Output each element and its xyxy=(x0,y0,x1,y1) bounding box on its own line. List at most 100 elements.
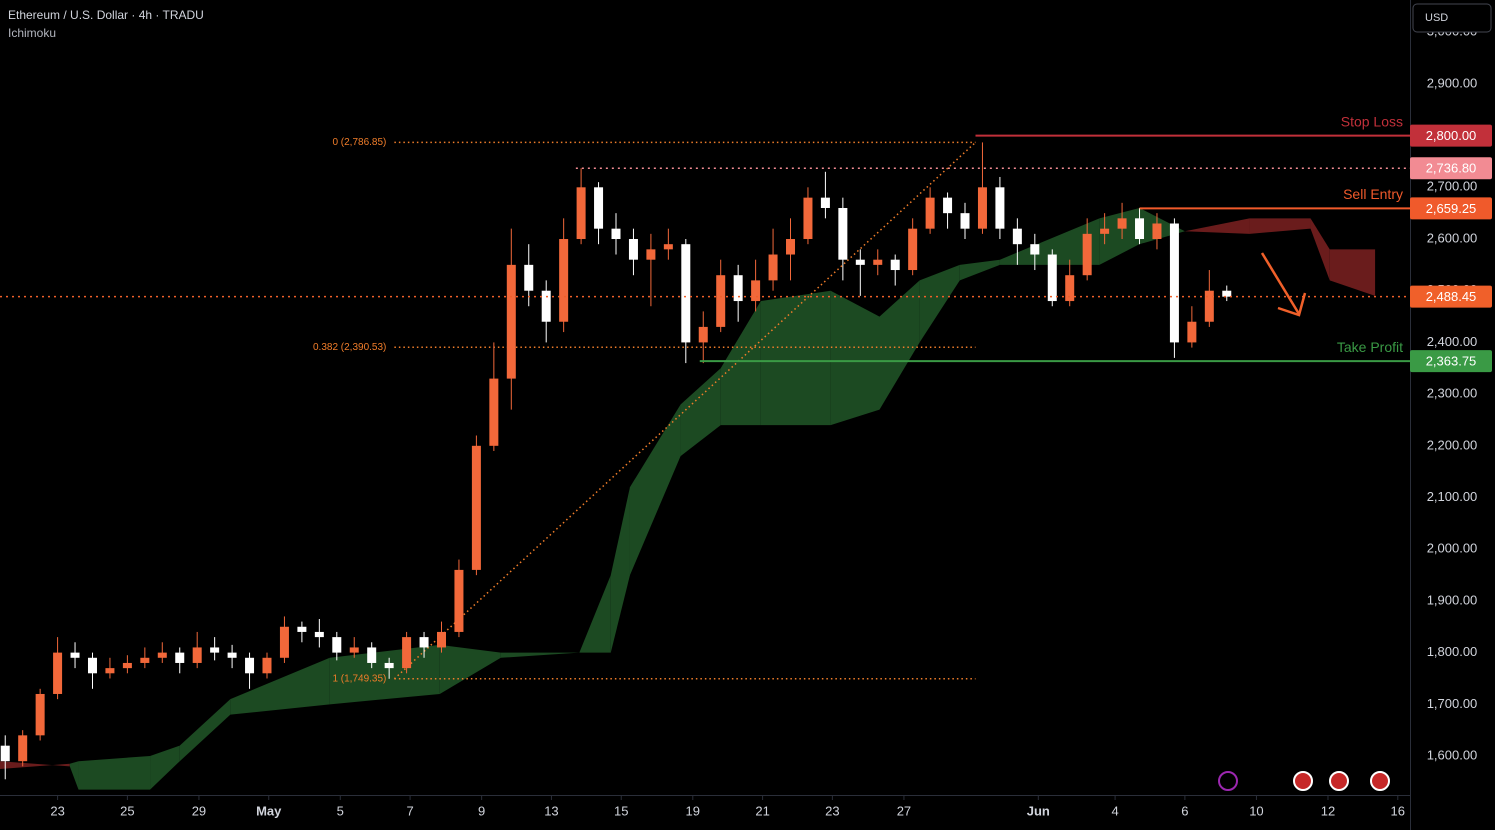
candle-body xyxy=(140,657,150,663)
cloud-segment xyxy=(439,644,501,694)
level-label: Take Profit xyxy=(1337,339,1403,355)
candle-body xyxy=(227,652,237,658)
candle-body xyxy=(1012,228,1022,245)
candle-body xyxy=(1135,218,1145,240)
fib-retracement: 0 (2,786.85) 0.382 (2,390.53) 1 (1,749.35) xyxy=(313,137,976,684)
x-tick-label: 25 xyxy=(120,803,134,818)
candle-body xyxy=(157,652,167,658)
y-tick-label: 2,700.00 xyxy=(1427,179,1478,194)
cloud-segment xyxy=(329,644,440,705)
candle-body xyxy=(873,259,883,265)
event-icon[interactable] xyxy=(1370,771,1390,791)
candle-body xyxy=(611,228,621,240)
candle-body xyxy=(576,187,586,240)
y-tick-label: 2,600.00 xyxy=(1427,230,1478,245)
candle-body xyxy=(175,652,185,663)
chart-title: Ethereum / U.S. Dollar · 4h · TRADU xyxy=(8,8,204,22)
event-icon[interactable] xyxy=(1329,771,1349,791)
candle-body xyxy=(838,207,848,260)
price-tag xyxy=(1410,124,1492,147)
candle-body xyxy=(53,652,63,694)
candle-body xyxy=(122,662,132,669)
candle-body xyxy=(105,668,115,674)
candle-body xyxy=(1117,218,1127,229)
event-icon[interactable] xyxy=(1293,771,1313,791)
candle-body xyxy=(1030,244,1040,255)
currency-button[interactable] xyxy=(1412,3,1492,33)
candle-body xyxy=(245,657,255,674)
candle-body xyxy=(471,445,481,570)
candle-body xyxy=(716,275,726,327)
y-tick-label: 1,900.00 xyxy=(1427,592,1478,607)
cloud-segment xyxy=(999,218,1100,265)
candle-body xyxy=(1187,321,1197,343)
fib-label: 0.382 (2,390.53) xyxy=(313,342,386,353)
cloud-segment xyxy=(959,259,1000,281)
candle-body xyxy=(925,197,935,229)
candle-body xyxy=(995,187,1005,229)
cloud-segment xyxy=(78,756,151,790)
candle-body xyxy=(314,631,324,638)
ichimoku-cloud xyxy=(0,207,1376,790)
candle-body xyxy=(506,264,516,379)
candle-body xyxy=(681,244,691,343)
candle-body xyxy=(436,631,446,648)
price-tag-label: 2,363.75 xyxy=(1426,354,1477,369)
cloud-segment xyxy=(1099,207,1140,265)
y-tick-label: 1,600.00 xyxy=(1427,747,1478,762)
x-tick-label: 29 xyxy=(192,803,206,818)
cloud-segment xyxy=(610,487,630,653)
x-tick-label: 23 xyxy=(50,803,64,818)
x-tick-label: 15 xyxy=(614,803,628,818)
candle-body xyxy=(820,197,830,208)
candle-body xyxy=(663,244,673,250)
candle-body xyxy=(1065,275,1075,302)
x-tick-label: 21 xyxy=(755,803,769,818)
level-label: Sell Entry xyxy=(1343,186,1403,202)
candle-body xyxy=(262,657,272,674)
price-tag-label: 2,488.45 xyxy=(1426,289,1477,304)
price-tag-label: 2,736.80 xyxy=(1426,161,1477,176)
y-tick-label: 2,100.00 xyxy=(1427,489,1478,504)
price-tags: 2,800.00 2,736.80 2,659.25 2,488.45 2,363.75 xyxy=(1410,124,1492,373)
cloud-segment xyxy=(919,264,960,343)
candle-body xyxy=(18,735,28,762)
price-tag xyxy=(1410,285,1492,308)
cloud-segment xyxy=(1139,207,1185,245)
y-tick-label: 2,200.00 xyxy=(1427,437,1478,452)
trade-levels: Stop Loss Sell Entry Take Profit xyxy=(0,113,1410,363)
cloud-segment xyxy=(0,761,70,769)
candle-body xyxy=(646,249,656,260)
candle-body xyxy=(803,197,813,240)
x-tick-label: 13 xyxy=(544,803,558,818)
candle-body xyxy=(1152,223,1162,240)
event-icons xyxy=(1218,771,1390,791)
cloud-segment xyxy=(179,699,231,762)
candle-body xyxy=(87,657,97,674)
cloud-segment xyxy=(500,652,580,658)
candle-body xyxy=(419,637,429,648)
candle-body xyxy=(628,239,638,260)
y-tick-label: 2,400.00 xyxy=(1427,334,1478,349)
x-tick-label: 23 xyxy=(825,803,839,818)
x-tick-label: 5 xyxy=(337,803,344,818)
cloud-segment xyxy=(230,657,330,715)
level-label: Stop Loss xyxy=(1341,113,1403,129)
cloud-segment xyxy=(680,368,721,457)
candle-body xyxy=(1222,290,1232,297)
x-axis: 23 25 29 May 5 7 9 13 15 19 21 23 27 Jun 4 6 10 12 16 xyxy=(50,796,1405,818)
cloud-segment xyxy=(69,761,79,790)
candle-body xyxy=(733,275,743,302)
candle-body xyxy=(559,239,569,322)
candle-body xyxy=(541,290,551,322)
candle-body xyxy=(489,378,499,446)
candle-body xyxy=(768,254,778,281)
price-tag xyxy=(1410,157,1492,180)
y-tick-label: 2,900.00 xyxy=(1427,75,1478,90)
candle-body xyxy=(0,745,10,762)
cloud-segment xyxy=(1184,218,1250,234)
candle-body xyxy=(1100,228,1110,234)
event-icon[interactable] xyxy=(1218,771,1238,791)
candle-body xyxy=(1047,254,1057,302)
candle-body xyxy=(908,228,918,271)
